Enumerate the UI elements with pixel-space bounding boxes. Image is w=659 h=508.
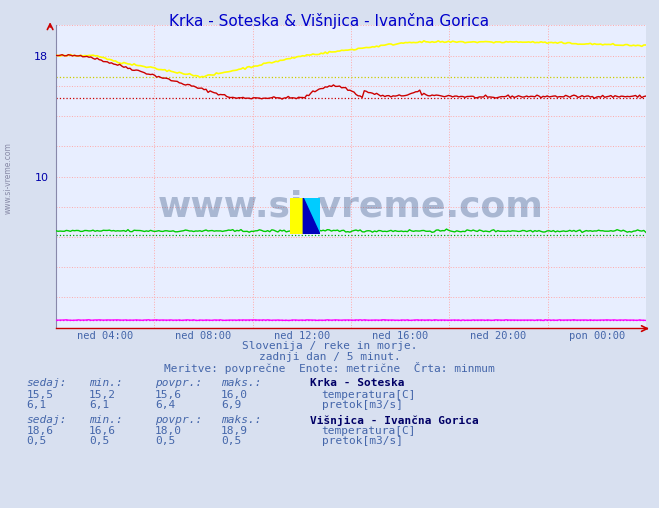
- Text: pretok[m3/s]: pretok[m3/s]: [322, 400, 403, 410]
- Text: www.si-vreme.com: www.si-vreme.com: [158, 190, 544, 224]
- Text: 6,4: 6,4: [155, 400, 175, 410]
- Text: 0,5: 0,5: [89, 436, 109, 446]
- Text: sedaj:: sedaj:: [26, 415, 67, 425]
- Text: Meritve: povprečne  Enote: metrične  Črta: minmum: Meritve: povprečne Enote: metrične Črta:…: [164, 362, 495, 374]
- Polygon shape: [303, 198, 320, 234]
- Text: Krka - Soteska & Višnjica - Ivančna Gorica: Krka - Soteska & Višnjica - Ivančna Gori…: [169, 13, 490, 28]
- Text: 0,5: 0,5: [26, 436, 47, 446]
- Text: 6,1: 6,1: [89, 400, 109, 410]
- Polygon shape: [303, 198, 320, 234]
- Text: Višnjica - Ivančna Gorica: Višnjica - Ivančna Gorica: [310, 415, 478, 426]
- Text: 16,6: 16,6: [89, 426, 116, 436]
- Text: 6,9: 6,9: [221, 400, 241, 410]
- Text: maks.:: maks.:: [221, 415, 261, 425]
- Text: 18,0: 18,0: [155, 426, 182, 436]
- Text: zadnji dan / 5 minut.: zadnji dan / 5 minut.: [258, 352, 401, 362]
- Text: Krka - Soteska: Krka - Soteska: [310, 378, 404, 389]
- Text: temperatura[C]: temperatura[C]: [322, 426, 416, 436]
- Text: 15,2: 15,2: [89, 390, 116, 400]
- Text: 6,1: 6,1: [26, 400, 47, 410]
- Text: Slovenija / reke in morje.: Slovenija / reke in morje.: [242, 341, 417, 352]
- Text: min.:: min.:: [89, 415, 123, 425]
- Text: ned 08:00: ned 08:00: [175, 331, 231, 341]
- Text: 15,6: 15,6: [155, 390, 182, 400]
- Text: 18,6: 18,6: [26, 426, 53, 436]
- Text: ned 16:00: ned 16:00: [372, 331, 428, 341]
- Text: pon 00:00: pon 00:00: [569, 331, 625, 341]
- Text: temperatura[C]: temperatura[C]: [322, 390, 416, 400]
- Text: ned 12:00: ned 12:00: [273, 331, 330, 341]
- Text: ned 20:00: ned 20:00: [471, 331, 527, 341]
- Text: 15,5: 15,5: [26, 390, 53, 400]
- Text: ned 04:00: ned 04:00: [77, 331, 133, 341]
- Text: 18,9: 18,9: [221, 426, 248, 436]
- Text: povpr.:: povpr.:: [155, 415, 202, 425]
- Text: min.:: min.:: [89, 378, 123, 389]
- Text: www.si-vreme.com: www.si-vreme.com: [4, 142, 13, 214]
- Text: sedaj:: sedaj:: [26, 378, 67, 389]
- Text: 16,0: 16,0: [221, 390, 248, 400]
- Text: povpr.:: povpr.:: [155, 378, 202, 389]
- Text: pretok[m3/s]: pretok[m3/s]: [322, 436, 403, 446]
- Text: 0,5: 0,5: [155, 436, 175, 446]
- Text: 0,5: 0,5: [221, 436, 241, 446]
- Text: maks.:: maks.:: [221, 378, 261, 389]
